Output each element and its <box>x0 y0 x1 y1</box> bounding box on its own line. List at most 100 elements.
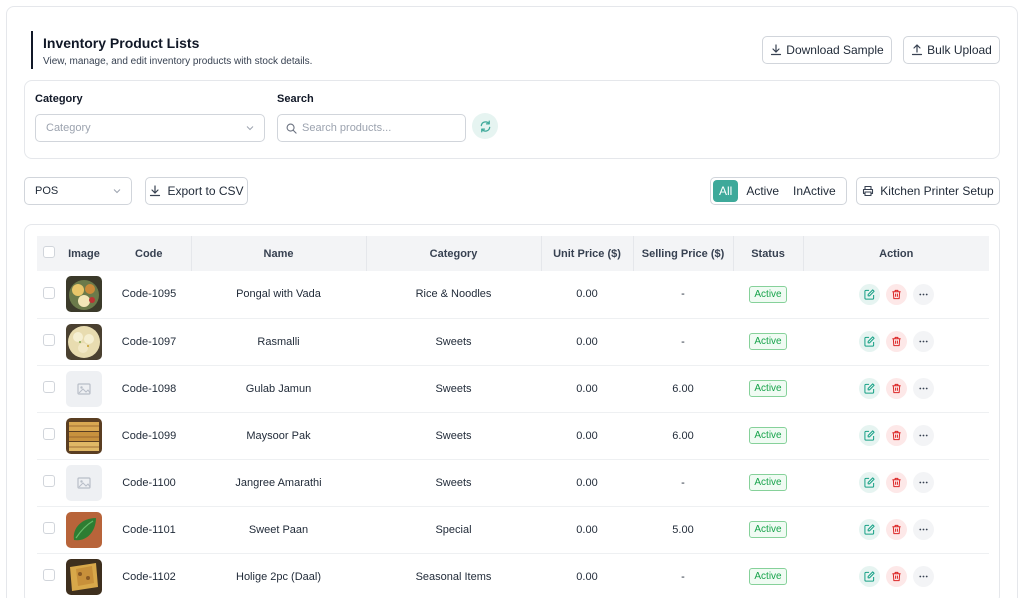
row-checkbox[interactable] <box>43 381 55 393</box>
delete-button[interactable] <box>885 378 907 399</box>
edit-icon <box>863 383 875 394</box>
more-horizontal-icon <box>918 434 928 437</box>
unit-price: 0.00 <box>576 429 598 442</box>
row-checkbox[interactable] <box>43 428 55 440</box>
more-options-button[interactable] <box>912 378 934 399</box>
row-actions <box>803 378 989 399</box>
printer-icon <box>863 185 874 197</box>
more-options-button[interactable] <box>912 519 934 540</box>
more-horizontal-icon <box>918 575 928 578</box>
export-csv-button[interactable]: Export to CSV <box>145 177 248 205</box>
status-badge: Active <box>749 380 787 397</box>
more-options-button[interactable] <box>912 472 934 493</box>
edit-icon <box>863 524 875 535</box>
column-header: Status <box>733 236 804 271</box>
row-checkbox[interactable] <box>43 334 55 346</box>
status-badge: Active <box>749 474 787 491</box>
row-actions <box>803 425 989 446</box>
product-code: Code-1098 <box>121 382 177 395</box>
column-header: Action <box>879 247 914 260</box>
column-header: Selling Price ($) <box>633 236 734 271</box>
status-badge: Active <box>749 427 787 444</box>
more-options-button[interactable] <box>912 283 934 305</box>
product-name: Gulab Jamun <box>245 382 312 395</box>
row-actions <box>803 283 989 305</box>
product-name: Rasmalli <box>257 335 300 348</box>
toggle-inactive[interactable]: InActive <box>793 184 836 198</box>
product-name: Holige 2pc (Daal) <box>236 570 321 583</box>
edit-button[interactable] <box>858 566 880 587</box>
product-code: Code-1099 <box>121 429 177 442</box>
edit-button[interactable] <box>858 519 880 540</box>
more-options-button[interactable] <box>912 425 934 446</box>
filter-panel: Category Category Search <box>24 80 1000 159</box>
toggle-active[interactable]: Active <box>746 184 780 198</box>
row-checkbox[interactable] <box>43 475 55 487</box>
toggle-all[interactable]: All <box>713 180 739 202</box>
search-field[interactable] <box>277 114 466 142</box>
product-name: Sweet Paan <box>248 523 309 536</box>
products-table-card: Image Code Name Category Unit Price ($) … <box>24 224 1000 598</box>
product-category: Rice & Noodles <box>415 288 492 301</box>
trash-icon <box>891 430 901 441</box>
edit-button[interactable] <box>858 472 880 493</box>
row-checkbox[interactable] <box>43 569 55 581</box>
trash-icon <box>891 571 901 582</box>
more-options-button[interactable] <box>912 331 934 352</box>
selling-price: - <box>681 288 685 301</box>
channel-select-value: POS <box>35 185 59 197</box>
kitchen-printer-button[interactable]: Kitchen Printer Setup <box>856 177 1000 205</box>
search-input[interactable] <box>302 122 452 134</box>
product-image <box>66 323 102 360</box>
edit-button[interactable] <box>858 425 880 446</box>
row-checkbox[interactable] <box>43 522 55 534</box>
delete-button[interactable] <box>885 283 907 305</box>
product-category: Sweets <box>435 335 472 348</box>
search-label: Search <box>277 93 314 105</box>
selling-price: 5.00 <box>672 523 694 536</box>
select-all-checkbox[interactable] <box>43 246 55 258</box>
row-actions <box>803 472 989 493</box>
more-horizontal-icon <box>918 387 928 390</box>
delete-button[interactable] <box>885 331 907 352</box>
delete-button[interactable] <box>885 519 907 540</box>
selling-price: 6.00 <box>672 382 694 395</box>
more-horizontal-icon <box>918 293 928 296</box>
edit-button[interactable] <box>858 378 880 399</box>
category-label: Category <box>35 93 83 105</box>
product-image <box>66 558 102 595</box>
more-horizontal-icon <box>918 481 928 484</box>
unit-price: 0.00 <box>576 476 598 489</box>
table-row: Code-1098 Gulab Jamun Sweets 0.00 6.00 A… <box>37 365 989 412</box>
status-badge: Active <box>749 521 787 538</box>
channel-select[interactable]: POS <box>24 177 132 205</box>
product-image <box>66 417 102 454</box>
unit-price: 0.00 <box>576 382 598 395</box>
product-name: Jangree Amarathi <box>235 476 322 489</box>
edit-button[interactable] <box>858 331 880 352</box>
status-badge: Active <box>749 333 787 350</box>
main-card: Inventory Product Lists View, manage, an… <box>6 6 1018 598</box>
category-select[interactable]: Category <box>35 114 265 142</box>
page-title: Inventory Product Lists <box>43 35 200 51</box>
bulk-upload-button[interactable]: Bulk Upload <box>903 36 1000 64</box>
unit-price: 0.00 <box>576 523 598 536</box>
chevron-down-icon <box>246 126 254 131</box>
row-checkbox[interactable] <box>43 286 55 299</box>
trash-icon <box>891 336 901 347</box>
column-header: Unit Price ($) <box>541 236 634 271</box>
download-sample-button[interactable]: Download Sample <box>762 36 892 64</box>
product-image <box>66 276 102 313</box>
selling-price: - <box>681 335 685 348</box>
delete-button[interactable] <box>885 472 907 493</box>
delete-button[interactable] <box>885 566 907 587</box>
more-options-button[interactable] <box>912 566 934 587</box>
chevron-down-icon <box>113 189 121 194</box>
status-badge: Active <box>749 285 787 303</box>
refresh-button[interactable] <box>472 113 498 139</box>
edit-button[interactable] <box>858 283 880 305</box>
status-filter-toggle: All Active InActive <box>710 177 847 205</box>
delete-button[interactable] <box>885 425 907 446</box>
table-row: Code-1102 Holige 2pc (Daal) Seasonal Ite… <box>37 553 989 598</box>
column-header: Code <box>107 236 192 271</box>
